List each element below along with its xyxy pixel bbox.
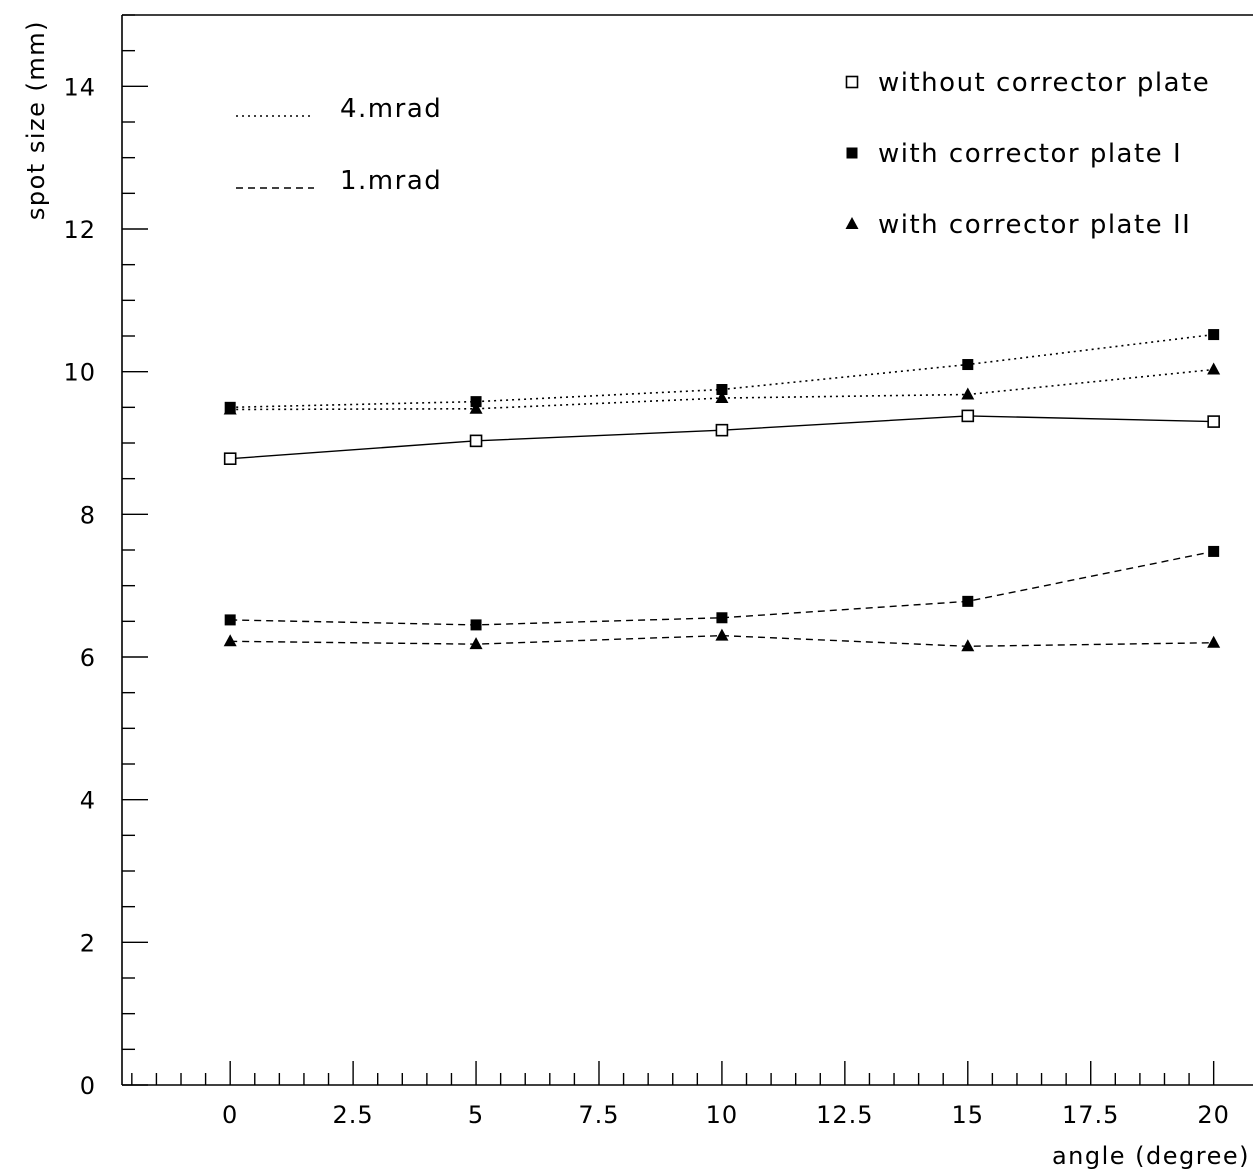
y-tick-label: 2 (80, 929, 96, 957)
legend-marker-label: with corrector plate II (878, 210, 1191, 240)
legend-marker-symbol (845, 75, 859, 89)
legend-line-label: 1.mrad (340, 166, 442, 196)
data-point (470, 619, 482, 631)
y-tick-label: 0 (80, 1072, 96, 1100)
x-tick-label: 10 (706, 1101, 739, 1129)
data-point (470, 396, 482, 408)
legend-marker-symbol (845, 217, 859, 229)
x-tick-label: 0 (222, 1101, 238, 1129)
series-layer (223, 329, 1221, 652)
y-tick-label: 4 (80, 787, 96, 815)
y-axis-label: spot size (mm) (22, 20, 50, 220)
y-tick-label: 8 (80, 501, 96, 529)
data-point (715, 391, 729, 404)
data-point (716, 612, 728, 624)
x-tick-label: 17.5 (1062, 1101, 1119, 1129)
legend-marker-label: without corrector plate (878, 68, 1210, 98)
data-point (1207, 635, 1221, 648)
x-tick-label: 7.5 (578, 1101, 619, 1129)
legend-marker-symbol (846, 147, 858, 159)
series-4 (224, 545, 1220, 631)
y-tick-label: 6 (80, 644, 96, 672)
data-point (961, 409, 975, 423)
data-point (469, 637, 483, 650)
x-tick-label: 20 (1197, 1101, 1230, 1129)
y-tick-label: 10 (63, 359, 96, 387)
line-style-legend: 4.mrad 1.mrad (236, 94, 442, 196)
data-point (715, 423, 729, 437)
x-axis-label: angle (degree) (1052, 1142, 1250, 1170)
series-3 (223, 362, 1221, 415)
x-tick-label: 15 (952, 1101, 985, 1129)
data-point (224, 614, 236, 626)
series-1 (223, 409, 1220, 465)
data-point (1208, 545, 1220, 557)
marker-legend: without corrector plate with corrector pl… (845, 68, 1210, 240)
series-line (230, 550, 1214, 626)
data-point (223, 634, 237, 647)
plot-frame (121, 14, 1253, 1086)
x-tick-label: 12.5 (816, 1101, 873, 1129)
data-point (962, 359, 974, 371)
data-point (715, 628, 729, 641)
y-tick-label: 14 (63, 73, 96, 101)
x-axis: 0 2.5 5 7.5 10 12.5 15 17.5 20 (131, 1061, 1230, 1129)
y-axis: 0 2 4 6 8 10 12 14 (63, 14, 148, 1100)
x-tick-label: 2.5 (333, 1101, 374, 1129)
data-point (961, 639, 975, 652)
series-line (230, 415, 1214, 460)
series-line (230, 634, 1214, 648)
data-point (223, 402, 237, 415)
data-point (1207, 362, 1221, 375)
data-point (223, 452, 237, 465)
data-point (962, 595, 974, 607)
data-point (1208, 329, 1220, 341)
legend-marker-label: with corrector plate I (878, 139, 1182, 169)
legend-line-label: 4.mrad (340, 94, 442, 124)
data-point (716, 384, 728, 395)
data-point (961, 387, 975, 400)
series-line (230, 368, 1214, 411)
x-tick-label: 5 (468, 1101, 484, 1129)
series-5 (223, 628, 1221, 652)
data-point (469, 401, 483, 414)
y-tick-label: 12 (63, 216, 96, 244)
data-point (1207, 415, 1220, 428)
data-point (469, 434, 483, 448)
